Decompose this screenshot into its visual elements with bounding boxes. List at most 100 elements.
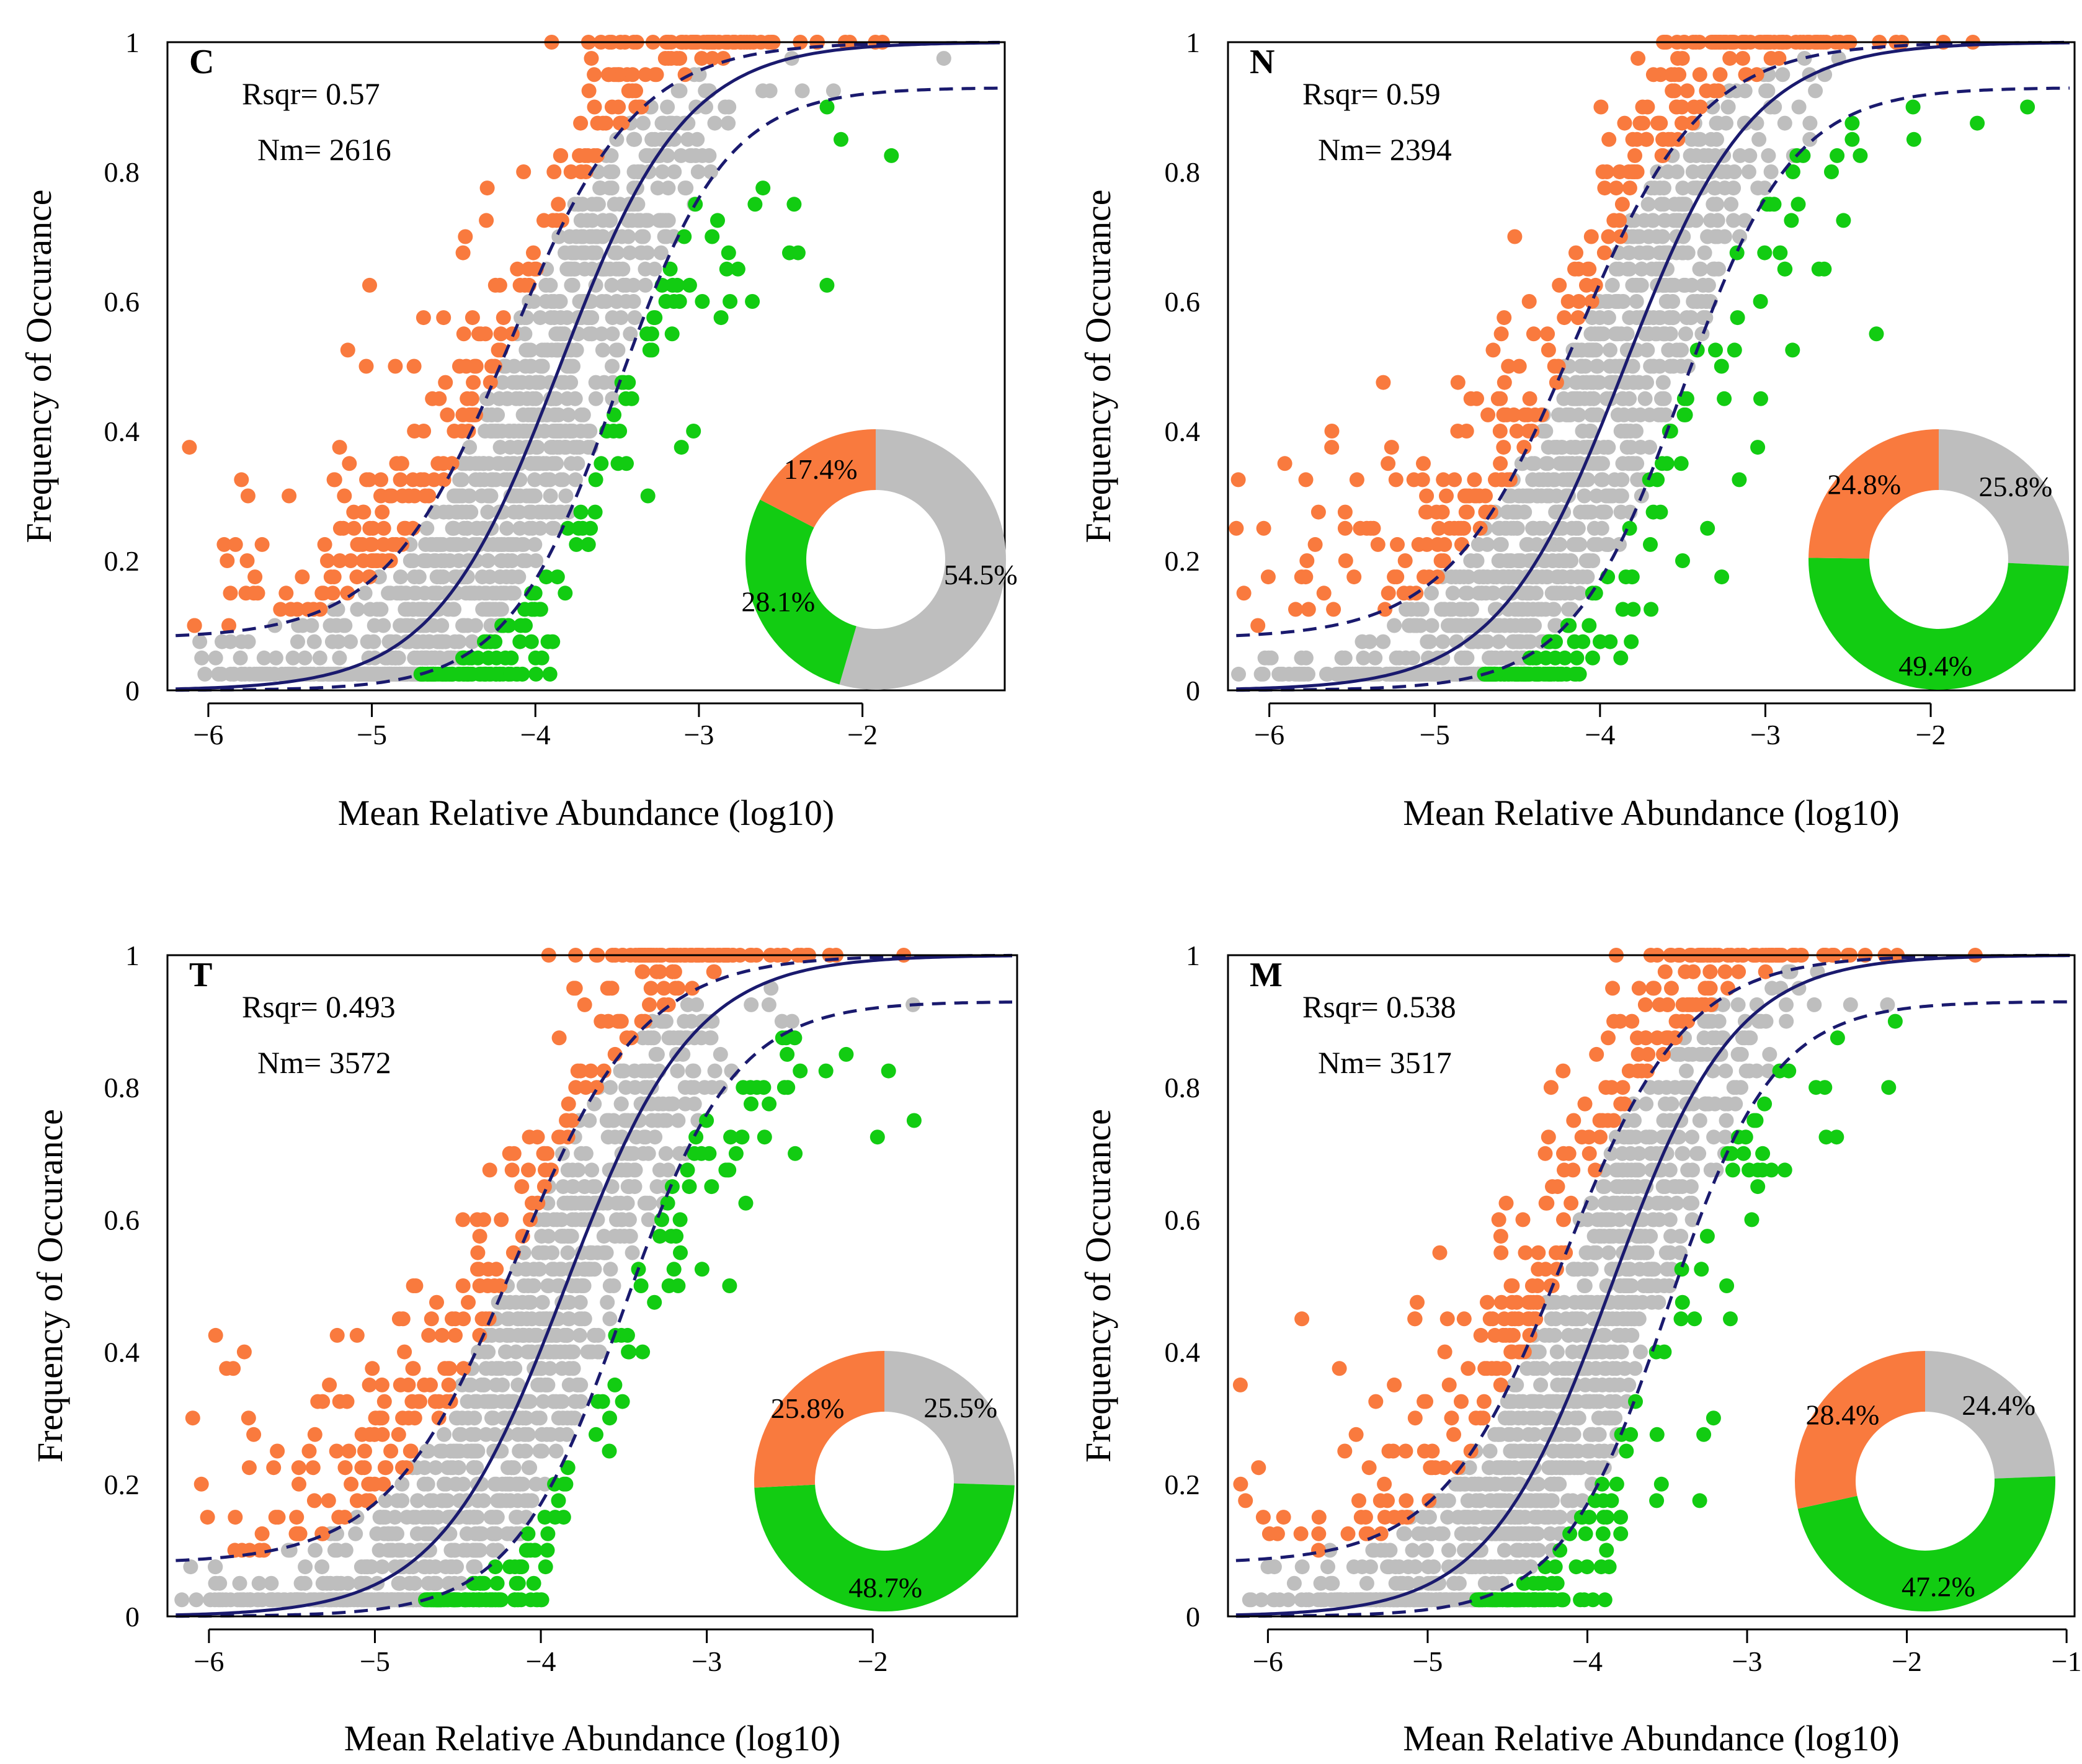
data-point [495,375,510,390]
data-point [694,51,710,66]
data-point [594,294,610,309]
data-point [721,115,736,131]
data-point [262,666,278,682]
data-point [1558,553,1573,568]
data-point [694,1013,710,1029]
data-point [1389,569,1405,585]
data-point [588,1179,603,1195]
data-point [329,1575,344,1591]
data-point [649,1179,665,1195]
data-point [467,1394,483,1409]
data-point [1711,83,1726,99]
data-point [479,586,494,601]
data-point [211,666,226,682]
panel-letter: N [1250,43,1275,81]
data-point [1569,650,1585,666]
data-point [1667,67,1683,82]
data-point [1577,504,1593,520]
data-point [612,115,628,131]
data-point [581,1195,596,1211]
data-point [610,245,625,261]
data-point [1766,197,1782,212]
data-point [1616,294,1631,309]
data-point [647,310,663,326]
data-point [1720,99,1736,115]
data-point [1450,375,1466,390]
data-point [358,666,373,682]
data-point [609,131,625,147]
data-point [394,586,409,601]
data-point [460,618,476,633]
x-tick-label: −2 [847,719,878,751]
data-point [1492,1427,1507,1442]
data-point [546,1344,562,1360]
data-point [1655,148,1671,163]
data-point [388,359,403,374]
data-point [1346,569,1362,585]
data-point [1679,1080,1694,1095]
data-point [375,1559,390,1575]
data-point [1655,456,1670,471]
data-point [1586,537,1601,552]
data-point [371,1543,387,1558]
data-point [240,488,256,504]
data-point [208,1559,223,1575]
data-point [483,375,498,390]
data-point [1453,1559,1469,1575]
data-point [534,1443,549,1459]
data-point [672,1030,688,1046]
data-point [1584,294,1599,309]
data-point [343,553,358,568]
data-point [577,997,592,1012]
data-point [1673,456,1689,471]
data-point [660,1195,675,1211]
data-point [1653,197,1669,212]
data-point [1714,359,1729,374]
data-point [429,1575,444,1591]
data-point [1586,520,1602,536]
donut-label: 49.4% [1898,650,1972,682]
data-point [1784,213,1799,228]
data-point [492,1493,508,1508]
data-point [332,440,347,455]
data-point [1450,424,1466,439]
data-point [301,1443,317,1459]
data-point [1376,634,1391,649]
data-point [517,1493,533,1508]
data-point [406,359,422,374]
data-point [510,666,525,682]
data-point [1604,277,1620,293]
data-point [1437,537,1453,552]
data-point [1749,67,1764,82]
data-point [465,634,480,649]
data-point [704,1179,719,1195]
data-point [470,1262,485,1277]
data-point [1683,148,1698,163]
data-point [456,326,471,342]
data-point [695,294,710,309]
data-point [1621,164,1637,179]
data-point [1673,359,1689,374]
data-point [241,1460,257,1476]
data-point [1601,440,1616,455]
data-point [512,1559,527,1575]
data-point [1520,407,1536,422]
data-point [1540,326,1555,342]
data-point [669,1229,684,1244]
data-point [660,99,675,115]
data-point [638,67,653,82]
data-point [539,1427,554,1442]
data-point [551,1493,566,1508]
data-point [424,1311,439,1327]
data-point [546,1262,562,1277]
data-point [1707,148,1723,163]
data-point [1906,131,1921,147]
data-point [1624,213,1639,228]
neutral-fit-curve [176,954,1012,1617]
data-point [595,229,610,244]
data-point [1735,51,1750,66]
data-point [474,1311,490,1327]
data-point [1624,1294,1640,1310]
data-point [476,1377,491,1392]
data-point [1629,294,1644,309]
